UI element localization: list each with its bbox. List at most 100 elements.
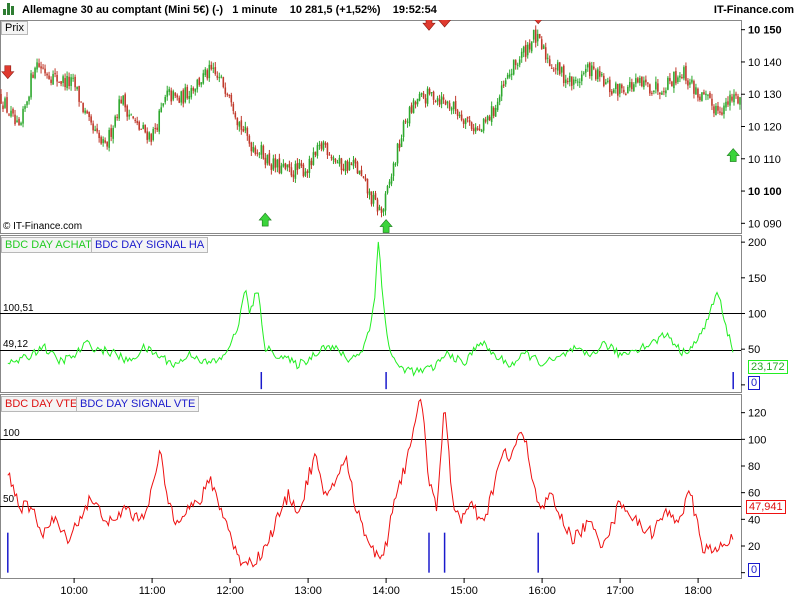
y-tick-label: 40: [748, 514, 760, 526]
candle-body: [444, 101, 447, 105]
candle-body: [302, 164, 305, 177]
y-tick-label: 20: [748, 541, 760, 553]
candle-body: [104, 140, 106, 143]
candle-body: [570, 76, 573, 86]
candle-body: [629, 81, 631, 88]
candle-body: [580, 74, 583, 82]
candle-body: [168, 89, 171, 92]
candle-body: [422, 93, 425, 98]
x-tick-label: 15:00: [450, 585, 478, 597]
candle-body: [154, 128, 157, 130]
vte-label[interactable]: BDC DAY VTE: [1, 396, 82, 412]
candle-body: [619, 83, 621, 94]
candle-body: [601, 74, 603, 76]
candle-body: [739, 97, 741, 105]
candle-body: [374, 193, 377, 200]
candle-body: [162, 103, 165, 106]
x-tick-label: 18:00: [684, 585, 712, 597]
candle-body: [22, 108, 24, 124]
candle-body: [54, 73, 56, 75]
candle-body: [697, 88, 699, 98]
candle-body: [512, 59, 515, 75]
candle-body: [132, 116, 134, 119]
candle-body: [192, 87, 195, 91]
candle-body: [530, 41, 533, 52]
candle-body: [659, 92, 661, 95]
candle-body: [160, 107, 163, 113]
ha-achat-label[interactable]: BDC DAY ACHAT: [1, 237, 96, 253]
candle-body: [671, 81, 673, 87]
ha-level-low: 49,12: [3, 339, 29, 350]
candle-body: [550, 67, 553, 69]
candle-body: [683, 67, 685, 79]
candle-body: [272, 158, 275, 170]
candle-body: [188, 96, 191, 99]
candle-body: [428, 88, 431, 95]
candle-body: [48, 75, 50, 80]
candle-body: [546, 57, 549, 59]
candle-body: [372, 194, 375, 204]
candle-body: [148, 132, 151, 140]
chart-logo-icon: [3, 3, 15, 15]
candle-body: [116, 116, 118, 118]
buy-arrow-icon: [379, 219, 393, 233]
candle-body: [138, 121, 140, 130]
candle-body: [140, 128, 142, 130]
y-tick-label: 60: [748, 488, 760, 500]
instrument-name: Allemagne 30 au comptant (Mini 5€) (-): [22, 4, 224, 16]
candle-body: [673, 71, 675, 89]
candle-body: [124, 94, 126, 108]
candle-body: [408, 107, 411, 124]
vte-signal-label[interactable]: BDC DAY SIGNAL VTE: [76, 396, 200, 412]
y-tick-label: 150: [748, 273, 766, 285]
candle-body: [623, 89, 625, 93]
candle-body: [452, 101, 455, 109]
x-tick-label: 10:00: [60, 585, 88, 597]
candle-body: [6, 97, 8, 113]
candle-body: [390, 176, 393, 184]
candle-body: [715, 105, 717, 116]
candle-body: [655, 81, 657, 90]
ha-signal-value: 0: [748, 376, 761, 390]
candle-body: [675, 71, 677, 84]
candle-body: [260, 145, 263, 155]
candle-body: [482, 118, 485, 131]
candle-body: [402, 121, 405, 138]
candle-body: [394, 163, 397, 165]
candle-body: [735, 93, 737, 96]
tab-prix[interactable]: Prix: [1, 21, 28, 35]
candle-body: [134, 119, 136, 121]
candle-body: [370, 191, 373, 205]
candle-body: [44, 68, 46, 74]
candle-body: [90, 116, 92, 123]
price-panel-frame: [0, 20, 742, 234]
candle-body: [424, 98, 427, 104]
candle-body: [332, 157, 335, 160]
candle-body: [282, 163, 285, 167]
ha-signal-label[interactable]: BDC DAY SIGNAL HA: [91, 237, 209, 253]
candle-body: [190, 88, 193, 98]
candle-body: [496, 101, 499, 110]
candle-body: [210, 64, 213, 70]
candle-body: [238, 122, 241, 127]
candle-body: [214, 67, 217, 74]
candle-body: [234, 112, 237, 118]
candle-body: [296, 163, 299, 170]
candle-body: [226, 93, 229, 95]
candle-body: [538, 33, 541, 38]
candle-body: [310, 160, 313, 166]
candle-body: [593, 66, 595, 69]
candle-body: [687, 80, 689, 86]
candle-body: [322, 141, 325, 150]
candle-body: [100, 137, 102, 144]
candle-body: [10, 110, 12, 117]
candle-body: [24, 106, 26, 109]
candle-body: [350, 163, 353, 165]
candle-body: [647, 82, 649, 84]
candle-body: [166, 90, 169, 97]
candle-body: [352, 160, 355, 167]
candle-body: [92, 123, 94, 131]
candle-body: [62, 76, 64, 83]
candle-body: [46, 73, 48, 76]
